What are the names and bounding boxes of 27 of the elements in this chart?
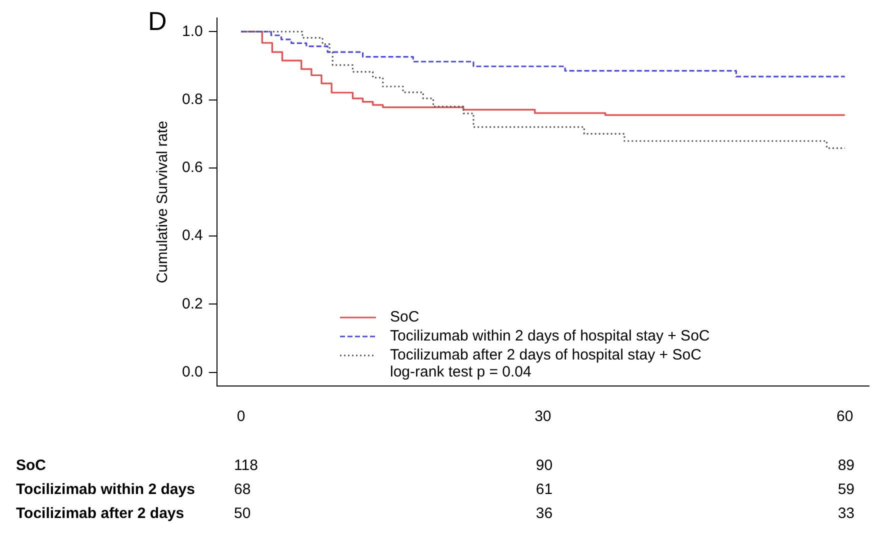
text: 36: [536, 505, 553, 522]
y-tick-label: 0.0: [182, 364, 203, 381]
y-tick-label: 0.8: [182, 90, 203, 108]
x-tick-label: 0: [236, 408, 246, 426]
y-axis-title: Cumulative Survival rate: [154, 120, 172, 284]
text: 90: [536, 457, 553, 474]
text: 59: [838, 481, 855, 498]
text: 33: [838, 505, 855, 522]
text: Tocilizimab within 2 days: [16, 481, 195, 498]
text: 61: [536, 481, 553, 498]
x-tick-label: 60: [836, 408, 854, 426]
text: 118: [234, 457, 258, 474]
text: 50: [234, 505, 251, 522]
legend-label: Tocilizumab after 2 days of hospital stay + SoC: [390, 346, 702, 364]
text: 89: [838, 457, 855, 474]
text: D: [148, 6, 167, 37]
x-tick-label: 30: [534, 408, 552, 426]
legend-label: Tocilizumab within 2 days of hospital stay + SoC: [390, 328, 710, 345]
y-tick-label: 1.0: [182, 22, 203, 40]
text: Tocilizimab after 2 days: [16, 505, 184, 522]
y-tick-label: 0.6: [182, 159, 203, 176]
text: 68: [234, 481, 251, 498]
text: SoC: [16, 457, 46, 474]
legend-label: SoC: [390, 308, 420, 326]
annotation: log-rank test p = 0.04: [390, 364, 532, 381]
y-tick-label: 0.4: [182, 227, 203, 244]
y-tick-label: 0.2: [182, 295, 203, 312]
